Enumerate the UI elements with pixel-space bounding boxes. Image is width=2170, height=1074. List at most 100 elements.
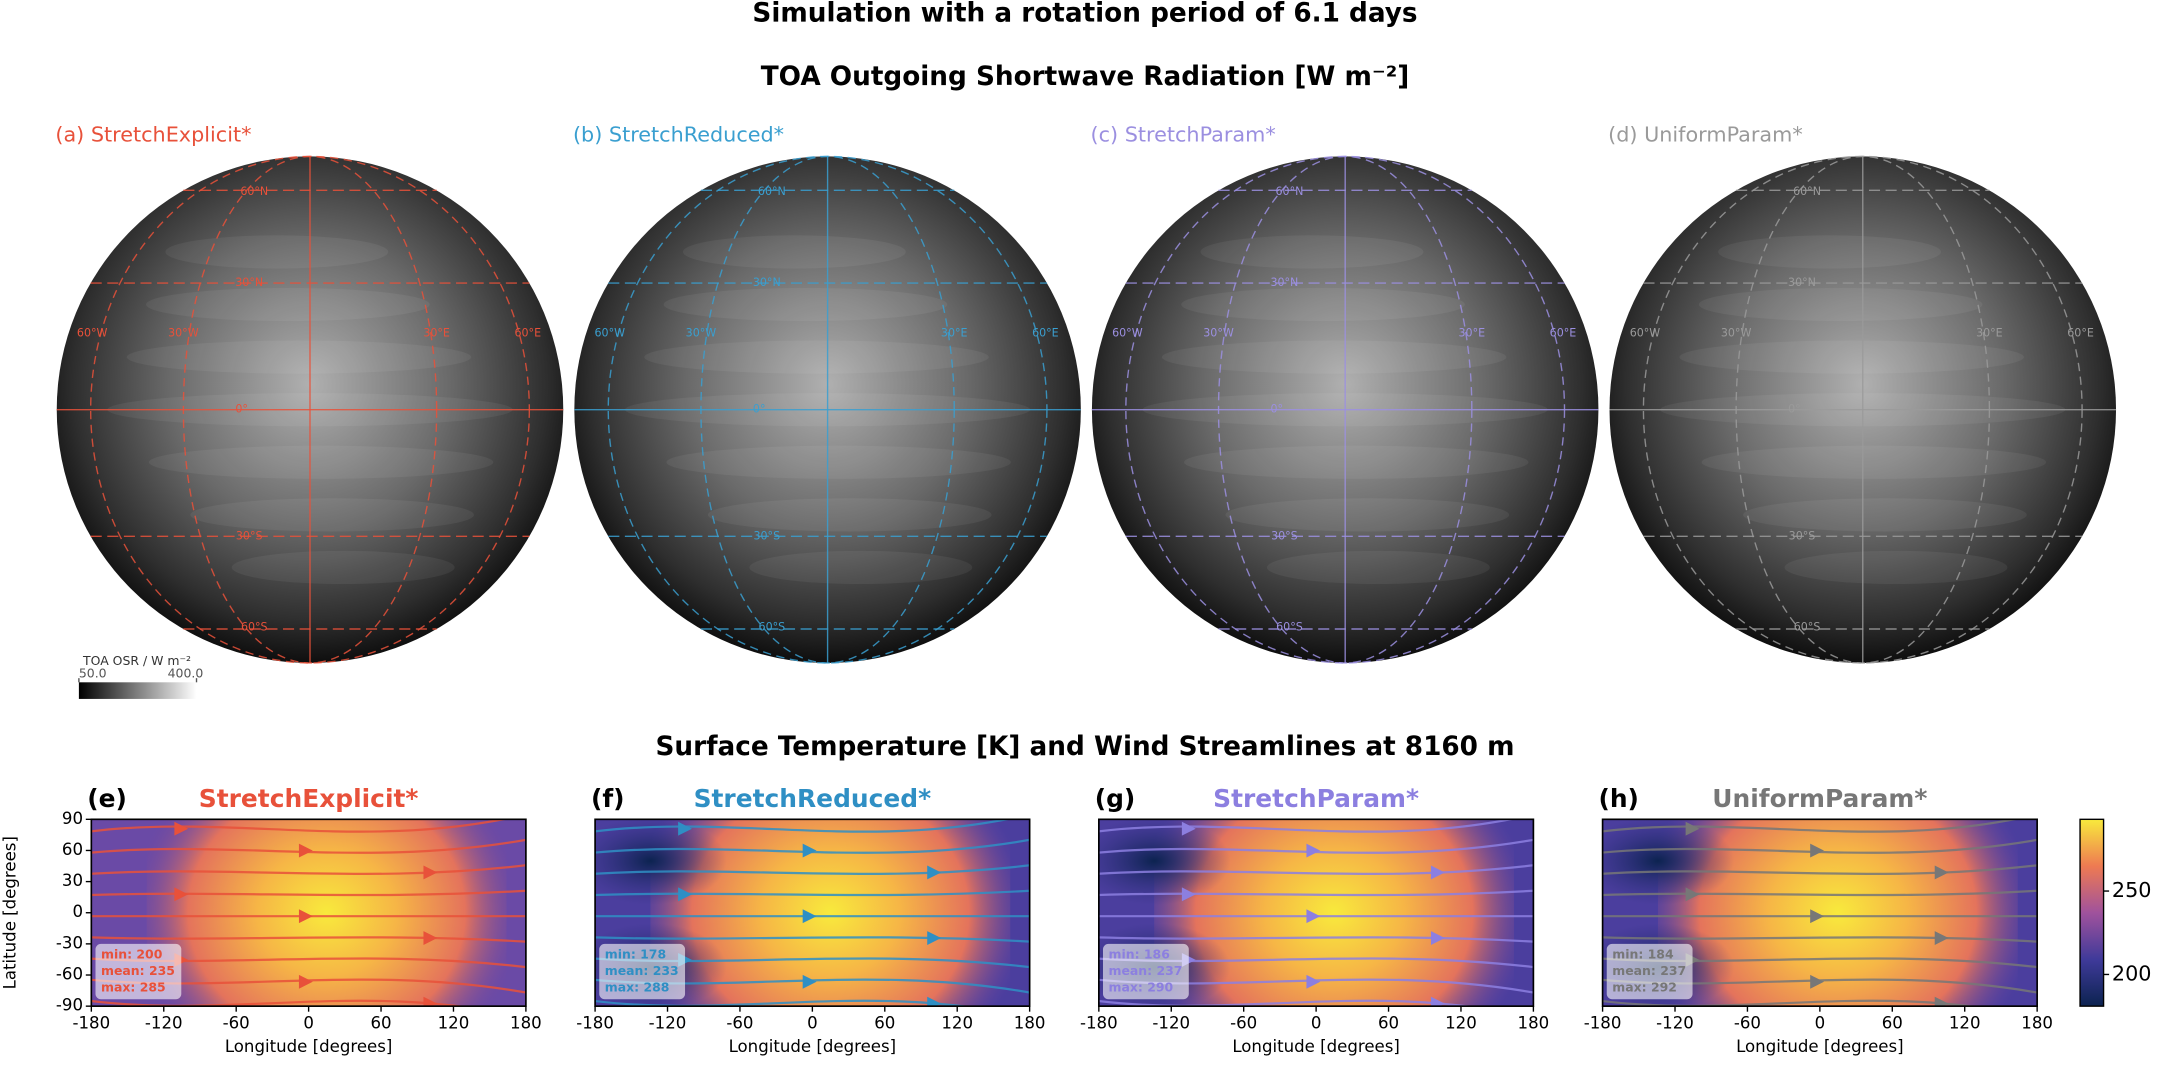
globe-meridian	[1125, 155, 1566, 664]
streamline	[595, 864, 1030, 876]
streamline	[1602, 999, 1979, 1007]
globe-grid-label: 60°N	[240, 185, 268, 198]
stats-label: mean: 237	[1109, 963, 1183, 978]
y-tick-label: 60	[62, 840, 83, 859]
streamline	[91, 889, 526, 897]
streamline-arrow	[174, 887, 189, 902]
globe-meridian	[1642, 155, 2083, 664]
streamline-arrow	[1685, 821, 1700, 836]
globe-grid-label: 60°N	[1793, 185, 1821, 198]
globe-grid-label: 30°S	[1789, 529, 1816, 542]
globe-grid-label: 60°E	[1032, 327, 1059, 340]
globe-meridian	[607, 155, 1048, 664]
globe-grid-label: 0°	[1788, 403, 1801, 416]
globe-grid-label: 30°E	[1459, 327, 1486, 340]
x-tick-label: 0	[1815, 1014, 1826, 1033]
stats-label: mean: 233	[605, 963, 679, 978]
colorbar-tick-label: 50.0	[79, 666, 107, 681]
stats-label: max: 292	[1612, 980, 1677, 995]
streamline	[1098, 889, 1534, 897]
x-tick-label: -60	[1734, 1014, 1761, 1033]
x-tick-label: -60	[1230, 1014, 1257, 1033]
y-tick-label: 0	[72, 902, 83, 921]
globe-grid-label: 30°S	[1271, 529, 1298, 542]
cold-vortex	[1098, 819, 1231, 906]
cloud-band	[1701, 445, 2047, 479]
stats-label: mean: 235	[101, 963, 175, 978]
streamline-arrow	[1430, 865, 1445, 880]
cloud-band	[644, 340, 989, 374]
colorbar-tick-label: 400.0	[168, 666, 204, 681]
streamline-arrow	[298, 843, 313, 858]
globe-grid-label: 60°E	[1550, 327, 1577, 340]
streamline-arrow	[1685, 887, 1700, 902]
map-section-title: Surface Temperature [K] and Wind Streaml…	[656, 732, 1515, 762]
y-tick-label: -30	[56, 933, 83, 952]
globe-grid-label: 60°E	[2067, 327, 2094, 340]
cloud-band	[1225, 498, 1510, 532]
streamline-arrow	[927, 996, 942, 1007]
globe-grid-label: 30°S	[753, 529, 780, 542]
streamline-arrow	[678, 887, 692, 902]
figure-title: Simulation with a rotation period of 6.1…	[752, 0, 1417, 28]
cloud-band	[682, 235, 906, 269]
globe-panel-label: (c) StretchParam*	[1091, 123, 1276, 147]
panel-title: UniformParam*	[1712, 784, 1927, 813]
x-axis-label: Longitude [degrees]	[1232, 1037, 1400, 1056]
stats-box	[1606, 943, 1693, 1000]
streamline-arrow	[298, 974, 313, 989]
streamline	[1098, 819, 1516, 833]
streamline	[1602, 864, 2038, 876]
stats-label: max: 285	[101, 980, 166, 995]
cold-vortex	[595, 819, 727, 906]
cloud-band	[1184, 445, 1529, 479]
streamline-arrow	[1810, 974, 1825, 989]
stats-label: min: 200	[101, 946, 163, 961]
x-axis-label: Longitude [degrees]	[225, 1037, 393, 1056]
panel-letter: (g)	[1095, 784, 1136, 813]
streamline-arrow	[1306, 909, 1321, 924]
globe-grid-label: 60°N	[758, 185, 786, 198]
streamline-arrow	[1430, 931, 1445, 945]
x-tick-label: -120	[145, 1014, 183, 1033]
globe-grid-label: 30°W	[168, 327, 199, 340]
cloud-band	[190, 498, 474, 532]
cloud-band	[1161, 340, 1507, 374]
cloud-band	[1200, 235, 1424, 269]
cold-vortex	[1602, 819, 1735, 906]
panel-title: StretchParam*	[1213, 784, 1419, 813]
streamline	[1602, 819, 2020, 833]
y-tick-label: -60	[56, 965, 83, 984]
streamline	[595, 936, 1030, 943]
y-tick-label: 30	[62, 871, 83, 890]
x-tick-label: 180	[2021, 1014, 2053, 1033]
panel-letter: (h)	[1598, 784, 1639, 813]
cloud-band	[1718, 235, 1941, 269]
x-tick-label: 120	[941, 1014, 973, 1033]
x-tick-label: -120	[1152, 1014, 1190, 1033]
globe-panel-label: (b) StretchReduced*	[573, 123, 784, 147]
globe-grid-label: 30°N	[1788, 276, 1816, 289]
x-tick-label: 60	[1378, 1014, 1399, 1033]
globe-grid-label: 30°N	[235, 276, 263, 289]
cloud-band	[146, 287, 430, 322]
x-tick-label: -120	[649, 1014, 687, 1033]
globe-grid-label: 30°E	[941, 327, 968, 340]
globe-grid-label: 0°	[235, 403, 248, 416]
streamline	[595, 819, 1012, 833]
x-tick-label: 120	[438, 1014, 470, 1033]
globe-grid-label: 60°S	[1794, 620, 1821, 633]
x-tick-label: 0	[303, 1014, 314, 1033]
colorbar-label: TOA OSR / W m⁻²	[82, 653, 191, 668]
cloud-band	[1743, 498, 2027, 532]
streamline-arrow	[298, 909, 313, 924]
stats-label: max: 290	[1109, 980, 1174, 995]
streamline	[1098, 864, 1534, 876]
colorbar-tick-label: 200	[2112, 961, 2152, 985]
streamline-arrow	[1181, 821, 1196, 836]
cloud-band	[707, 498, 992, 532]
streamline-arrow	[423, 865, 438, 880]
streamline-arrow	[802, 909, 817, 924]
streamline-arrow	[1934, 996, 1949, 1007]
